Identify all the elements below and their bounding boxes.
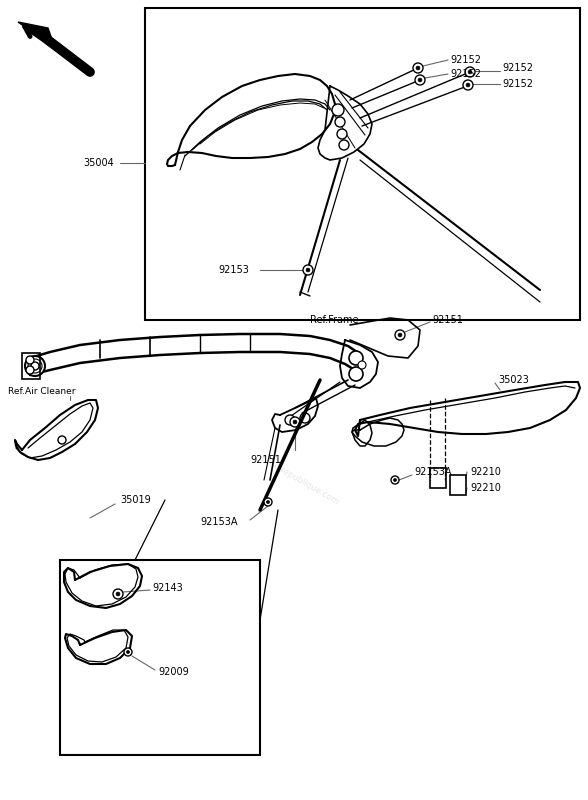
Bar bbox=[450, 475, 466, 495]
Circle shape bbox=[398, 333, 402, 337]
Text: 92151: 92151 bbox=[432, 315, 463, 325]
Circle shape bbox=[358, 361, 366, 369]
Circle shape bbox=[31, 362, 39, 370]
Circle shape bbox=[418, 78, 422, 82]
Circle shape bbox=[415, 75, 425, 85]
Circle shape bbox=[264, 498, 272, 506]
Circle shape bbox=[28, 359, 42, 373]
Text: 35004: 35004 bbox=[83, 158, 113, 168]
Text: 92153: 92153 bbox=[218, 265, 249, 275]
Text: 92210: 92210 bbox=[470, 483, 501, 493]
Circle shape bbox=[266, 501, 269, 503]
Circle shape bbox=[465, 67, 475, 77]
Circle shape bbox=[332, 104, 344, 116]
Bar bbox=[145, 8, 580, 320]
Text: Ref.Air Cleaner: Ref.Air Cleaner bbox=[8, 387, 75, 397]
Circle shape bbox=[58, 436, 66, 444]
Circle shape bbox=[413, 63, 423, 73]
Text: 92152: 92152 bbox=[502, 79, 533, 89]
Circle shape bbox=[290, 417, 300, 427]
Text: 92151: 92151 bbox=[250, 455, 281, 465]
Circle shape bbox=[391, 476, 399, 484]
Text: 92152: 92152 bbox=[450, 55, 481, 65]
Circle shape bbox=[339, 140, 349, 150]
Text: 35023: 35023 bbox=[498, 375, 529, 385]
Text: 92152: 92152 bbox=[450, 69, 481, 79]
Circle shape bbox=[303, 265, 313, 275]
Circle shape bbox=[468, 70, 472, 74]
Circle shape bbox=[393, 478, 396, 482]
Text: 92153A: 92153A bbox=[414, 467, 452, 477]
Circle shape bbox=[113, 589, 123, 599]
Text: 92009: 92009 bbox=[158, 667, 189, 677]
Text: 92210: 92210 bbox=[470, 467, 501, 477]
Text: 92143: 92143 bbox=[152, 583, 183, 593]
Circle shape bbox=[335, 117, 345, 127]
Circle shape bbox=[463, 80, 473, 90]
Circle shape bbox=[124, 648, 132, 656]
Polygon shape bbox=[18, 22, 55, 48]
Circle shape bbox=[349, 367, 363, 381]
Text: fiche.republique.com: fiche.republique.com bbox=[259, 454, 341, 506]
Text: Ref.Frame: Ref.Frame bbox=[310, 315, 359, 325]
Circle shape bbox=[337, 129, 347, 139]
Circle shape bbox=[126, 650, 129, 654]
Bar bbox=[60, 560, 260, 755]
Bar bbox=[430, 468, 446, 488]
Circle shape bbox=[300, 413, 310, 423]
Circle shape bbox=[293, 420, 297, 424]
Circle shape bbox=[26, 356, 34, 364]
Circle shape bbox=[116, 592, 120, 596]
Circle shape bbox=[416, 66, 420, 70]
Circle shape bbox=[395, 330, 405, 340]
Text: 35019: 35019 bbox=[120, 495, 151, 505]
Text: 92152: 92152 bbox=[502, 63, 533, 73]
Circle shape bbox=[466, 83, 470, 87]
Circle shape bbox=[26, 366, 34, 374]
Circle shape bbox=[349, 351, 363, 365]
Bar bbox=[22, 353, 40, 379]
Circle shape bbox=[306, 268, 310, 272]
Circle shape bbox=[25, 356, 45, 376]
Circle shape bbox=[285, 415, 295, 425]
Text: 92153A: 92153A bbox=[200, 517, 238, 527]
